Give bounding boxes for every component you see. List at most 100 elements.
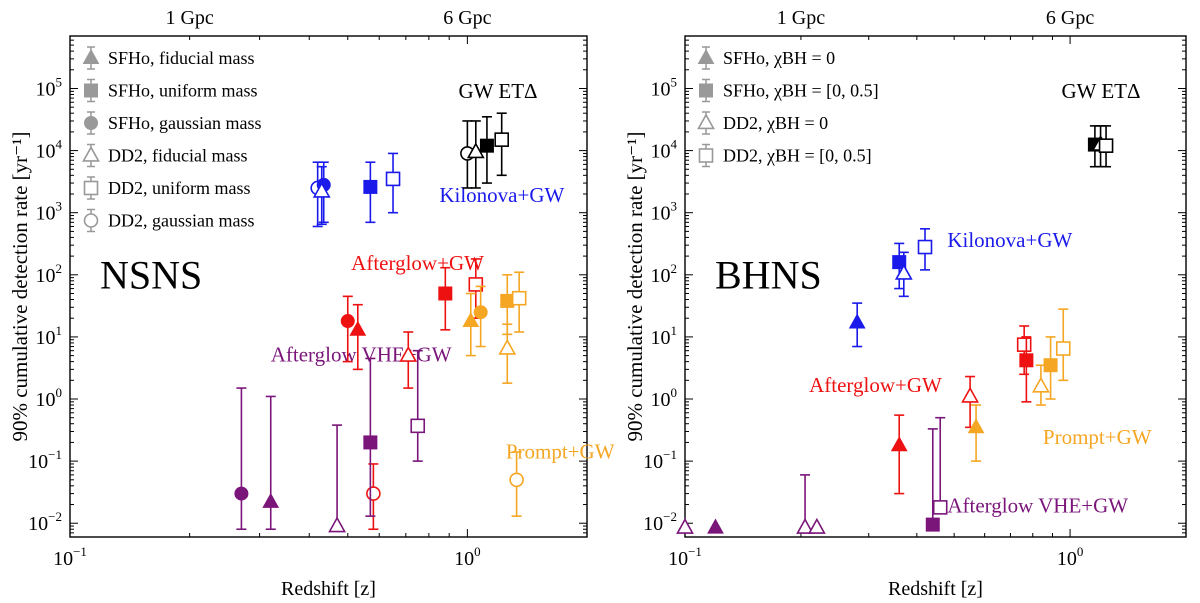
plot-frame [684, 35, 1187, 538]
data-point [466, 142, 485, 159]
data-point [917, 239, 933, 255]
data-point [498, 338, 517, 355]
data-point [399, 345, 418, 362]
legend-label: SFHo, χBH = 0 [723, 48, 835, 68]
y-tick-label: 102 [651, 261, 678, 287]
data-point [890, 436, 908, 452]
series-annotation: Afterglow+GW [809, 373, 942, 397]
y-tick-label: 104 [651, 137, 678, 163]
top-axis-label: 1 Gpc [165, 7, 213, 29]
data-point [1055, 341, 1071, 356]
legend-label: SFHo, χBH = [0, 0.5] [723, 81, 879, 101]
legend-marker [699, 83, 713, 98]
legend-marker [697, 113, 715, 130]
nsns-panel: 10−1 100 10−2 10−1 100 101 102 103 104 105 1 Gpc 6 … [8, 7, 615, 600]
legend-label: SFHo, fiducial mass [108, 48, 255, 68]
series [967, 308, 1071, 462]
data-point [961, 386, 980, 403]
data-point [511, 290, 527, 306]
panel-label: BHNS [715, 253, 822, 298]
x-axis-label: Redshift [z] [888, 578, 983, 600]
bhns-panel: 10−1 100 10−2 10−1 100 101 102 103 104 105 1 Gpc 6 … [623, 7, 1187, 600]
legend-marker [698, 148, 714, 163]
legend-marker [697, 48, 715, 64]
data-point [796, 517, 814, 534]
legend-label: SFHo, gaussian mass [108, 113, 262, 133]
data-point [468, 277, 484, 292]
series-annotation: Kilonova+GW [947, 228, 1072, 252]
legend-marker [82, 145, 100, 162]
data-point [1043, 358, 1058, 373]
legend: SFHo, fiducial mass SFHo, uniform mass SFH… [82, 46, 262, 233]
data-point [234, 486, 249, 501]
series-annotation: Afterglow VHE+GW [947, 493, 1128, 517]
y-tick-label: 103 [36, 199, 63, 225]
y-tick-label: 102 [36, 261, 63, 287]
y-tick-label: 100 [36, 385, 63, 411]
data-point [473, 305, 488, 320]
legend-label: DD2, χBH = 0 [723, 113, 828, 133]
y-tick-label: 10−1 [643, 447, 677, 473]
data-point [676, 517, 694, 534]
legend-marker [84, 116, 98, 130]
data-point [438, 286, 453, 301]
data-point [925, 517, 940, 532]
y-axis-label: 90% cumulative detection rate [yr⁻¹] [8, 131, 32, 441]
data-point [479, 138, 494, 153]
series [890, 325, 1034, 495]
data-point [1098, 138, 1114, 153]
series-annotation: Afterglow+GW [351, 251, 484, 275]
y-tick-label: 104 [36, 137, 63, 163]
series [848, 228, 933, 348]
data-point [1019, 353, 1034, 368]
legend-marker [82, 48, 100, 64]
data-point [932, 500, 948, 515]
x-tick-label: 10−1 [53, 544, 87, 570]
data-point [1016, 337, 1032, 352]
legend-label: DD2, fiducial mass [108, 146, 247, 166]
series-annotation: Prompt+GW [1043, 425, 1152, 449]
y-tick-label: 10−1 [28, 447, 62, 473]
legend-label: DD2, uniform mass [108, 178, 251, 198]
x-axis-label: Redshift [z] [281, 578, 376, 600]
data-point [349, 320, 367, 336]
y-tick-label: 101 [36, 323, 63, 349]
legend: SFHo, χBH = 0 SFHo, χBH = [0, 0.5] DD2, χB… [697, 46, 879, 168]
legend-label: SFHo, uniform mass [108, 81, 258, 101]
legend-marker [84, 83, 98, 98]
data-point [848, 313, 866, 329]
data-point [462, 311, 480, 328]
data-point [363, 435, 378, 450]
data-point [807, 517, 826, 534]
y-ticks [685, 35, 1186, 538]
data-point [366, 486, 381, 501]
x-tick-label: 100 [454, 544, 481, 570]
data-point [509, 472, 524, 488]
x-tick-label: 10−1 [668, 544, 702, 570]
series [310, 152, 401, 228]
data-point [363, 179, 378, 194]
data-point [1032, 376, 1050, 393]
data-point [494, 132, 509, 147]
y-tick-label: 105 [651, 74, 678, 100]
series-annotation: GW ETΔ [459, 79, 538, 103]
y-ticks [70, 35, 587, 538]
series [462, 271, 527, 517]
plot-frame [69, 35, 588, 538]
legend-label: DD2, gaussian mass [108, 211, 255, 231]
data-point [328, 516, 346, 533]
series [234, 349, 426, 533]
data-point [707, 518, 724, 534]
series-annotation: Kilonova+GW [439, 183, 564, 207]
series [460, 112, 509, 189]
legend-label: DD2, χBH = [0, 0.5] [723, 146, 872, 166]
data-point [500, 293, 515, 308]
legend-marker [83, 180, 99, 196]
panel-label: NSNS [100, 253, 202, 298]
y-tick-label: 103 [651, 199, 678, 225]
top-axis-label: 6 Gpc [443, 7, 491, 29]
y-tick-label: 105 [36, 74, 63, 100]
y-axis-label: 90% cumulative detection rate [yr⁻¹] [623, 131, 647, 441]
x-ticks [69, 36, 588, 537]
y-tick-label: 100 [651, 385, 678, 411]
